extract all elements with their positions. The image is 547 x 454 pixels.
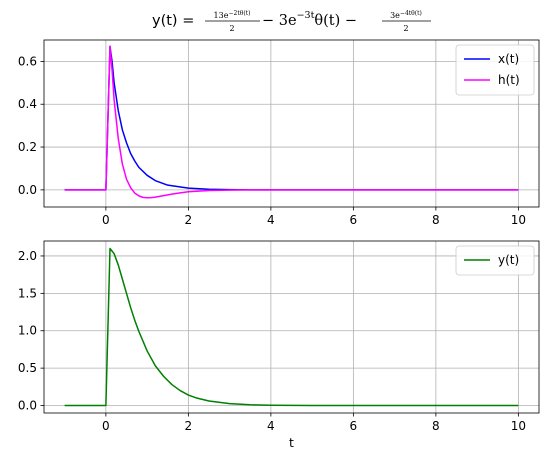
x-tick-label: 0 — [102, 419, 110, 433]
axes-frame — [43, 39, 540, 208]
series-line-ht — [64, 45, 519, 199]
title-prefix: y(t) = — [152, 13, 194, 29]
y-tick-label: 0.2 — [18, 140, 37, 154]
legend-box — [455, 44, 535, 96]
x-tick-label: 6 — [350, 419, 358, 433]
title-frac1-num: 13e−2tθ(t) — [214, 10, 251, 20]
title-middle: − 3e−3tθ(t) − — [262, 10, 357, 29]
y-tick-label: 0.6 — [18, 54, 37, 68]
series-line-xt — [64, 45, 519, 191]
chart-title: y(t) = 13e−2tθ(t) 2 − 3e−3tθ(t) − 3e−4tθ… — [152, 10, 431, 33]
legend-label: y(t) — [498, 253, 519, 267]
x-tick-label: 6 — [350, 213, 358, 227]
title-frac2-num: 3e−4tθ(t) — [390, 10, 422, 20]
y-tick-label: 0.5 — [18, 361, 37, 375]
x-tick-label: 10 — [511, 419, 526, 433]
legend: y(t) — [455, 245, 535, 276]
bottom-plot: 0 2 4 6 8 10 0.0 0.5 1.0 1.5 2.0 t y(t) — [18, 240, 540, 450]
y-tick-label: 2.0 — [18, 249, 37, 263]
top-plot: 0 2 4 6 8 10 0.0 0.2 0.4 0.6 x(t) h(t) — [18, 39, 540, 227]
x-tick-label: 4 — [267, 213, 275, 227]
y-tick-label: 0.0 — [18, 183, 37, 197]
y-tick-label: 0.4 — [18, 97, 37, 111]
x-tick-label: 8 — [432, 213, 440, 227]
legend-label: x(t) — [498, 52, 519, 66]
title-frac1-den: 2 — [229, 24, 234, 33]
y-tick-label: 1.5 — [18, 286, 37, 300]
y-tick-label: 1.0 — [18, 324, 37, 338]
title-frac2-den: 2 — [403, 24, 408, 33]
legend-box — [455, 245, 535, 276]
axes-frame — [43, 240, 540, 414]
x-tick-label: 8 — [432, 419, 440, 433]
legend: x(t) h(t) — [455, 44, 535, 96]
x-tick-label: 2 — [185, 213, 193, 227]
series-line-yt — [64, 247, 519, 407]
legend-label: h(t) — [498, 73, 520, 87]
x-axis-label: t — [289, 435, 294, 450]
x-tick-label: 4 — [267, 419, 275, 433]
x-tick-label: 10 — [511, 213, 526, 227]
x-tick-label: 0 — [102, 213, 110, 227]
x-tick-label: 2 — [185, 419, 193, 433]
y-tick-label: 0.0 — [18, 399, 37, 413]
